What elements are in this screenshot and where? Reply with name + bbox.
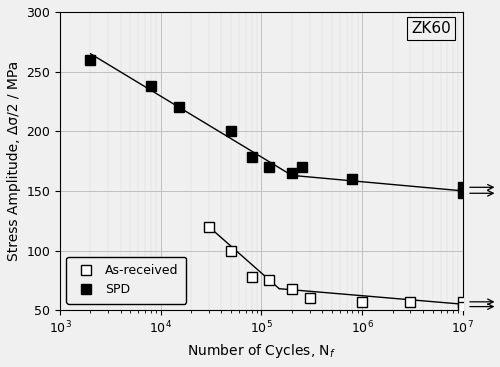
Y-axis label: Stress Amplitude, Δσ/2 / MPa: Stress Amplitude, Δσ/2 / MPa <box>7 61 21 261</box>
Legend: As-received, SPD: As-received, SPD <box>66 257 186 304</box>
Text: ZK60: ZK60 <box>411 21 451 36</box>
X-axis label: Number of Cycles, N$_f$: Number of Cycles, N$_f$ <box>187 342 336 360</box>
